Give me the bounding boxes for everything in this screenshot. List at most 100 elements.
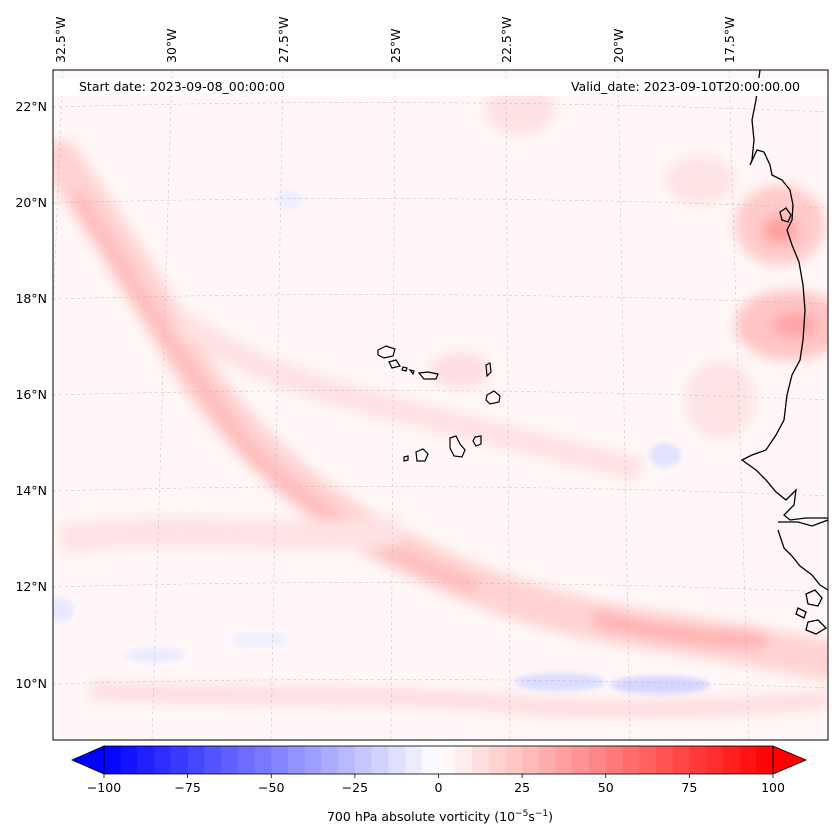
colorbar-segment bbox=[120, 746, 139, 774]
lat-line-14 bbox=[53, 486, 828, 497]
valid-date-text: Valid_date: 2023-09-10T20:00:00.00 bbox=[571, 79, 800, 94]
colorbar-segment bbox=[154, 746, 172, 774]
vorticity-band-main bbox=[53, 140, 828, 719]
lon-line-20 bbox=[617, 70, 631, 740]
island-islet bbox=[408, 369, 415, 376]
colorbar-tick-label: 100 bbox=[761, 780, 785, 795]
colorbar-segment bbox=[254, 746, 272, 774]
coastline-guinea-bissau bbox=[777, 529, 828, 591]
lon-label-27.5: 27.5°W bbox=[276, 17, 291, 63]
lon-label-32.5: 32.5°W bbox=[53, 17, 68, 63]
colorbar-segment bbox=[505, 746, 523, 774]
lat-label-12: 12°N bbox=[15, 579, 47, 594]
island-santo-antao bbox=[377, 345, 396, 359]
cape-verde-islands bbox=[377, 345, 501, 462]
lon-label-25: 25°W bbox=[388, 28, 403, 63]
lon-line-30 bbox=[151, 70, 173, 740]
colorbar-segments bbox=[104, 746, 774, 774]
coastline-bijagos-1 bbox=[805, 589, 823, 607]
colorbar-segment bbox=[672, 746, 690, 774]
colorbar-segment bbox=[371, 746, 389, 774]
colorbar-segment bbox=[271, 746, 289, 774]
coastline-africa bbox=[740, 70, 828, 521]
colorbar-max-extend bbox=[772, 745, 808, 775]
colorbar-segment bbox=[338, 746, 356, 774]
coastline bbox=[740, 70, 828, 635]
lon-label-20: 20°W bbox=[611, 28, 626, 63]
colorbar-segment bbox=[756, 746, 774, 774]
lat-line-18 bbox=[53, 294, 828, 305]
colorbar-tick-label: 25 bbox=[514, 780, 530, 795]
colorbar-tick-label: 50 bbox=[598, 780, 614, 795]
colorbar-segment bbox=[204, 746, 222, 774]
vorticity-field bbox=[53, 70, 828, 740]
lat-line-16 bbox=[53, 390, 828, 401]
island-sao-nicolau bbox=[417, 371, 439, 380]
colorbar-ticks: −100 −75 −50 −25 0 25 50 75 100 bbox=[87, 774, 785, 795]
island-sao-vicente bbox=[388, 359, 401, 369]
colorbar-tick-label: 75 bbox=[681, 780, 697, 795]
lat-label-20: 20°N bbox=[15, 195, 47, 210]
colorbar-segment bbox=[405, 746, 423, 774]
colorbar-segment bbox=[655, 746, 674, 774]
colorbar-segment bbox=[170, 746, 189, 774]
colorbar-segment bbox=[572, 746, 590, 774]
island-santa-luzia bbox=[401, 366, 408, 372]
colorbar-segment bbox=[304, 746, 323, 774]
colorbar-segment bbox=[388, 746, 406, 774]
island-maio bbox=[472, 435, 482, 447]
colorbar: −100 −75 −50 −25 0 25 50 75 100 700 hPa absolute… bbox=[71, 745, 808, 824]
colorbar-segment bbox=[639, 746, 657, 774]
lon-label-30: 30°W bbox=[164, 28, 179, 63]
colorbar-tick-label: −50 bbox=[258, 780, 284, 795]
lat-label-16: 16°N bbox=[15, 387, 47, 402]
coastline-bijagos-2 bbox=[795, 607, 807, 619]
colorbar-segment bbox=[187, 746, 205, 774]
colorbar-segment bbox=[438, 746, 456, 774]
colorbar-tick-label: −75 bbox=[174, 780, 200, 795]
colorbar-segment bbox=[706, 746, 724, 774]
longitude-labels: 32.5°W 30°W 27.5°W 25°W 22.5°W 20°W 17.5… bbox=[53, 17, 737, 63]
colorbar-segment bbox=[622, 746, 640, 774]
island-boa-vista bbox=[485, 390, 501, 405]
colorbar-segment bbox=[555, 746, 573, 774]
lat-label-10: 10°N bbox=[15, 676, 47, 691]
lon-line-27.5 bbox=[270, 70, 284, 740]
lat-line-10 bbox=[53, 679, 828, 689]
colorbar-segment bbox=[287, 746, 306, 774]
colorbar-segment bbox=[471, 746, 490, 774]
latitude-labels: 22°N 20°N 18°N 16°N 14°N 12°N 10°N bbox=[15, 99, 47, 691]
island-fogo bbox=[415, 448, 429, 462]
colorbar-min-extend bbox=[71, 745, 105, 775]
colorbar-segment bbox=[237, 746, 256, 774]
vorticity-negative-patches bbox=[53, 190, 710, 694]
lon-line-22.5 bbox=[505, 70, 511, 740]
island-sal bbox=[485, 362, 492, 378]
lat-label-22: 22°N bbox=[15, 99, 47, 114]
lon-label-17.5: 17.5°W bbox=[722, 17, 737, 63]
colorbar-tick-label: −100 bbox=[87, 780, 121, 795]
colorbar-segment bbox=[354, 746, 373, 774]
lon-label-22.5: 22.5°W bbox=[499, 17, 514, 63]
colorbar-segment bbox=[221, 746, 239, 774]
colorbar-segment bbox=[421, 746, 440, 774]
title-band bbox=[53, 78, 828, 96]
coastline-gambia bbox=[778, 519, 828, 527]
colorbar-segment bbox=[522, 746, 540, 774]
colorbar-segment bbox=[104, 746, 122, 774]
colorbar-segment bbox=[538, 746, 557, 774]
coastline-banc-darguin bbox=[779, 207, 792, 223]
colorbar-label: 700 hPa absolute vorticity (10−5s−1) bbox=[327, 809, 553, 824]
colorbar-tick-label: 0 bbox=[435, 780, 443, 795]
lon-line-25 bbox=[390, 70, 396, 740]
colorbar-segment bbox=[722, 746, 741, 774]
map-frame bbox=[52, 69, 829, 741]
colorbar-segment bbox=[455, 746, 473, 774]
lat-label-18: 18°N bbox=[15, 291, 47, 306]
colorbar-segment bbox=[137, 746, 155, 774]
island-brava bbox=[403, 455, 409, 462]
lat-line-20 bbox=[53, 198, 828, 209]
island-santiago bbox=[449, 435, 466, 458]
lon-line-17.5 bbox=[728, 70, 750, 740]
